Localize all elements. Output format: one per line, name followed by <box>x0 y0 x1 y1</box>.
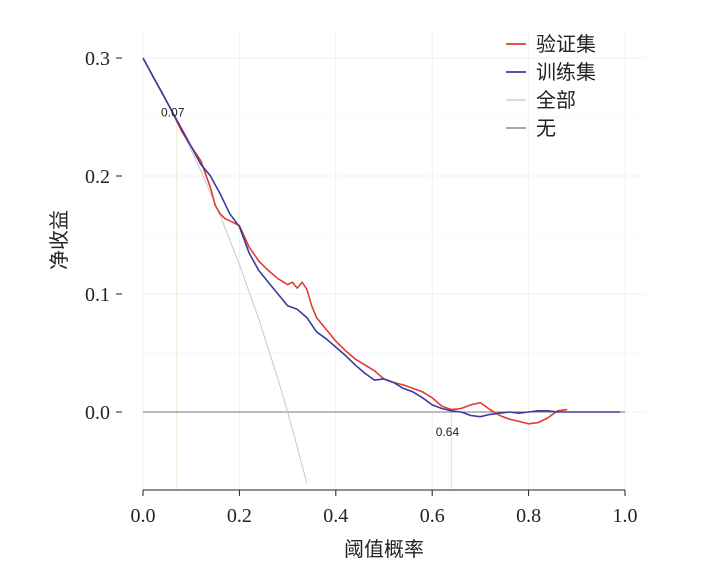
y-tick-label: 0.0 <box>85 402 110 424</box>
x-axis-ticks: 0.0 0.2 0.4 0.6 0.8 1.0 <box>131 490 638 527</box>
legend-label: 训练集 <box>536 60 596 84</box>
x-tick-label: 1.0 <box>613 505 638 527</box>
series-line-0 <box>142 57 568 425</box>
x-tick-label: 0.2 <box>227 505 252 527</box>
annotation-label: 0.64 <box>436 425 460 439</box>
x-tick-label: 0.4 <box>323 505 348 527</box>
series-line-2 <box>142 57 308 484</box>
y-tick-label: 0.3 <box>85 48 110 70</box>
y-tick-label: 0.2 <box>85 166 110 188</box>
x-tick-label: 0.8 <box>516 505 541 527</box>
legend-label: 验证集 <box>536 32 596 56</box>
y-tick-label: 0.1 <box>85 284 110 306</box>
y-axis-ticks: 0.0 0.1 0.2 0.3 <box>85 48 122 424</box>
x-tick-label: 0.0 <box>131 505 156 527</box>
annotation-label: 0.07 <box>161 106 185 120</box>
series-layer <box>142 57 625 484</box>
annotation-labels: 0.07 0.64 <box>161 106 459 439</box>
legend-label: 全部 <box>536 88 576 112</box>
grid <box>142 30 645 490</box>
x-axis-title: 阈值概率 <box>344 537 424 561</box>
y-axis-title: 净收益 <box>47 210 71 270</box>
series-line-1 <box>142 57 621 418</box>
x-tick-label: 0.6 <box>420 505 445 527</box>
annotation-lines <box>176 120 452 490</box>
legend-label: 无 <box>536 116 556 140</box>
